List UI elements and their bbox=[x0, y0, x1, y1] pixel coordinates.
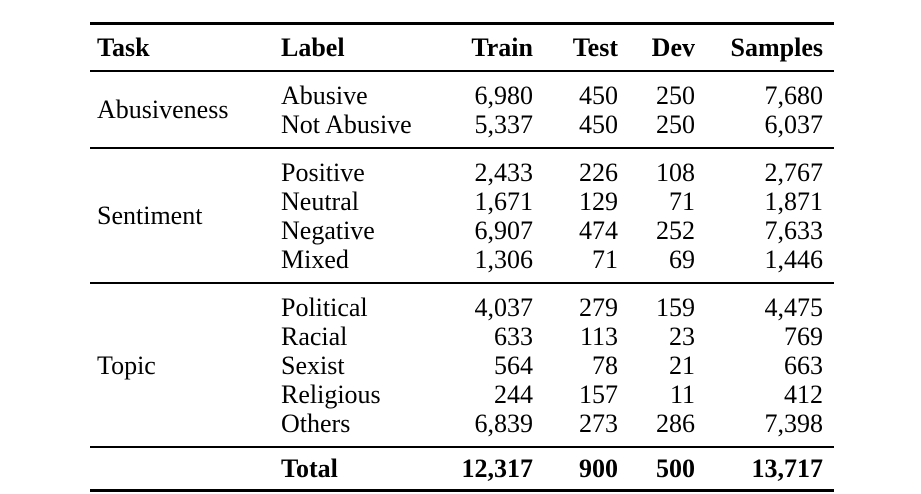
samples-cell: 7,680 bbox=[764, 81, 824, 110]
header-samples: Samples bbox=[695, 22, 834, 72]
table-row: Racial 633 113 23 769 bbox=[90, 322, 834, 351]
header-dev: Dev bbox=[618, 22, 695, 72]
label-cell: Political bbox=[281, 293, 368, 322]
total-task-cell bbox=[90, 447, 281, 491]
table-row: Negative 6,907 474 252 7,633 bbox=[90, 216, 834, 245]
train-cell: 6,839 bbox=[474, 409, 534, 438]
dev-cell: 23 bbox=[669, 322, 695, 351]
label-cell: Neutral bbox=[281, 187, 359, 216]
samples-cell: 6,037 bbox=[764, 110, 824, 139]
samples-cell: 1,446 bbox=[764, 245, 824, 274]
table-footer: Total 12,317 900 500 13,717 bbox=[90, 447, 834, 491]
train-cell: 5,337 bbox=[474, 110, 534, 139]
header-task: Task bbox=[90, 22, 281, 72]
table-row: Sentiment Positive 2,433 226 108 2,767 bbox=[90, 148, 834, 230]
test-cell: 71 bbox=[592, 245, 618, 274]
header-train: Train bbox=[443, 22, 533, 72]
samples-cell: 7,633 bbox=[764, 216, 824, 245]
task-cell: Sentiment bbox=[97, 201, 203, 230]
header-label: Label bbox=[281, 22, 443, 72]
samples-cell: 7,398 bbox=[764, 409, 824, 438]
train-cell: 6,980 bbox=[474, 81, 534, 110]
section-abusiveness: Abusiveness Abusive 6,980 450 250 7,680 … bbox=[90, 71, 834, 148]
dev-cell: 159 bbox=[656, 293, 695, 322]
dev-cell: 21 bbox=[669, 351, 695, 380]
label-cell: Religious bbox=[281, 380, 381, 409]
table-row: Abusiveness Abusive 6,980 450 250 7,680 bbox=[90, 71, 834, 124]
samples-cell: 663 bbox=[784, 351, 823, 380]
table-header: Task Label Train Test Dev Samples bbox=[90, 22, 834, 72]
dataset-statistics-table: Task Label Train Test Dev Samples Abusiv… bbox=[90, 22, 834, 492]
label-cell: Mixed bbox=[281, 245, 349, 274]
label-cell: Others bbox=[281, 409, 351, 438]
train-cell: 1,671 bbox=[474, 187, 534, 216]
test-cell: 157 bbox=[579, 380, 618, 409]
label-cell: Abusive bbox=[281, 81, 368, 110]
train-cell: 244 bbox=[494, 380, 533, 409]
samples-cell: 1,871 bbox=[764, 187, 824, 216]
train-cell: 6,907 bbox=[474, 216, 534, 245]
total-label-cell: Total bbox=[281, 454, 338, 483]
table-row: Religious 244 157 11 412 bbox=[90, 380, 834, 409]
test-cell: 450 bbox=[579, 110, 618, 139]
train-cell: 564 bbox=[494, 351, 533, 380]
dev-cell: 252 bbox=[656, 216, 695, 245]
dev-cell: 250 bbox=[656, 110, 695, 139]
label-cell: Racial bbox=[281, 322, 348, 351]
table-row: Neutral 1,671 129 71 1,871 bbox=[90, 187, 834, 216]
table-row: Mixed 1,306 71 69 1,446 bbox=[90, 245, 834, 283]
train-cell: 633 bbox=[494, 322, 533, 351]
test-cell: 273 bbox=[579, 409, 618, 438]
test-cell: 279 bbox=[579, 293, 618, 322]
total-dev-cell: 500 bbox=[656, 454, 695, 483]
table-row: Sexist 564 78 21 663 bbox=[90, 351, 834, 380]
header-row: Task Label Train Test Dev Samples bbox=[90, 22, 834, 72]
label-cell: Not Abusive bbox=[281, 110, 412, 139]
label-cell: Positive bbox=[281, 158, 365, 187]
dev-cell: 71 bbox=[669, 187, 695, 216]
dev-cell: 69 bbox=[669, 245, 695, 274]
total-train-cell: 12,317 bbox=[461, 454, 534, 483]
train-cell: 4,037 bbox=[474, 293, 534, 322]
table-row: Topic Political 4,037 279 159 4,475 bbox=[90, 283, 834, 380]
task-cell: Topic bbox=[97, 350, 156, 380]
label-cell: Sexist bbox=[281, 351, 345, 380]
dev-cell: 286 bbox=[656, 409, 695, 438]
test-cell: 113 bbox=[579, 322, 618, 351]
train-cell: 1,306 bbox=[474, 245, 534, 274]
label-cell: Negative bbox=[281, 216, 375, 245]
table-row: Not Abusive 5,337 450 250 6,037 bbox=[90, 110, 834, 148]
total-samples-cell: 13,717 bbox=[751, 454, 824, 483]
section-topic: Topic Political 4,037 279 159 4,475 Raci… bbox=[90, 283, 834, 447]
test-cell: 226 bbox=[579, 158, 618, 187]
total-row: Total 12,317 900 500 13,717 bbox=[90, 447, 834, 491]
test-cell: 450 bbox=[579, 81, 618, 110]
dev-cell: 11 bbox=[669, 380, 695, 409]
header-test: Test bbox=[533, 22, 618, 72]
dev-cell: 108 bbox=[656, 158, 695, 187]
dev-cell: 250 bbox=[656, 81, 695, 110]
train-cell: 2,433 bbox=[474, 158, 534, 187]
table-row: Others 6,839 273 286 7,398 bbox=[90, 409, 834, 447]
test-cell: 474 bbox=[579, 216, 618, 245]
section-sentiment: Sentiment Positive 2,433 226 108 2,767 N… bbox=[90, 148, 834, 283]
samples-cell: 769 bbox=[784, 322, 823, 351]
test-cell: 129 bbox=[579, 187, 618, 216]
task-cell: Abusiveness bbox=[97, 95, 229, 124]
samples-cell: 2,767 bbox=[764, 158, 824, 187]
samples-cell: 412 bbox=[784, 380, 823, 409]
total-test-cell: 900 bbox=[579, 454, 618, 483]
samples-cell: 4,475 bbox=[764, 293, 824, 322]
test-cell: 78 bbox=[592, 351, 618, 380]
